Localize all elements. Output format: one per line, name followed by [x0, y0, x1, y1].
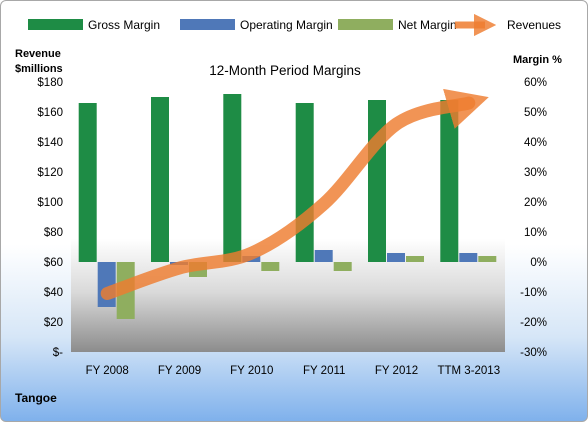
- legend-item-revenues: Revenues: [455, 13, 561, 37]
- bar-operating-margin: [387, 253, 405, 262]
- left-tick-label: $140: [37, 137, 63, 149]
- category-labels: FY 2008 FY 2009 FY 2010 FY 2011 FY 2012 TTM 3…: [86, 365, 501, 377]
- revenue-line: [100, 88, 489, 300]
- right-tick-label: 30%: [524, 167, 547, 179]
- left-tick-label: $-: [53, 347, 63, 359]
- legend-swatch-net-margin: [338, 19, 393, 30]
- company-label: Tangoe: [15, 391, 57, 405]
- right-tick-label: -30%: [520, 347, 547, 359]
- legend-label: Operating Margin: [240, 18, 333, 32]
- bar-gross-margin: [440, 100, 459, 262]
- bar-operating-margin: [459, 253, 478, 262]
- legend-label: Net Margin: [398, 18, 457, 32]
- plot-area: [71, 82, 505, 352]
- bar-gross-margin: [78, 103, 97, 262]
- right-tick-label: 50%: [524, 107, 547, 119]
- right-tick-label: -10%: [520, 287, 547, 299]
- left-axis-label-line1: Revenue: [15, 48, 61, 60]
- category-label: FY 2008: [86, 365, 129, 377]
- category-label: TTM 3-2013: [437, 365, 500, 377]
- category-label: FY 2011: [303, 365, 345, 377]
- right-tick-label: 10%: [524, 227, 547, 239]
- left-axis-ticks: $- $20 $40 $60 $80 $100 $120 $140 $160 $180: [37, 77, 63, 359]
- left-tick-label: $100: [37, 197, 63, 209]
- category-label: FY 2010: [230, 365, 273, 377]
- category-label: FY 2009: [158, 365, 201, 377]
- left-tick-label: $40: [44, 287, 63, 299]
- legend-item-operating-margin: Operating Margin: [180, 18, 333, 32]
- bar-net-margin: [478, 256, 497, 262]
- chart-title: 12-Month Period Margins: [209, 63, 361, 78]
- right-tick-label: 40%: [524, 137, 547, 149]
- left-tick-label: $60: [44, 257, 63, 269]
- bar-gross-margin: [295, 103, 314, 262]
- left-tick-label: $80: [44, 227, 63, 239]
- legend-swatch-gross-margin: [28, 19, 83, 30]
- legend: Gross Margin Operating Margin Net Margin Re…: [28, 13, 561, 37]
- bar-net-margin: [333, 262, 352, 271]
- right-tick-label: 60%: [524, 77, 547, 89]
- right-tick-label: 20%: [524, 197, 547, 209]
- right-axis-label: Margin %: [513, 54, 562, 66]
- bar-gross-margin: [368, 100, 386, 262]
- legend-item-gross-margin: Gross Margin: [28, 18, 160, 32]
- category-label: FY 2012: [375, 365, 418, 377]
- left-tick-label: $160: [37, 107, 63, 119]
- right-tick-label: -20%: [520, 317, 547, 329]
- legend-item-net-margin: Net Margin: [338, 18, 457, 32]
- left-tick-label: $180: [37, 77, 63, 89]
- left-tick-label: $20: [44, 317, 63, 329]
- left-axis-label-line2: $millions: [15, 63, 63, 75]
- bar-net-margin: [406, 256, 424, 262]
- bar-gross-margin: [151, 97, 169, 262]
- left-tick-label: $120: [37, 167, 63, 179]
- right-tick-label: 0%: [530, 257, 547, 269]
- right-axis-ticks: -30% -20% -10% 0% 10% 20% 30% 40% 50% 60%: [520, 77, 547, 359]
- legend-swatch-operating-margin: [180, 19, 235, 30]
- bar-net-margin: [261, 262, 280, 271]
- legend-label: Revenues: [507, 18, 561, 32]
- legend-label: Gross Margin: [88, 18, 160, 32]
- bar-operating-margin: [314, 250, 333, 262]
- bar-gross-margin: [223, 94, 242, 262]
- revenue-series: [100, 88, 489, 300]
